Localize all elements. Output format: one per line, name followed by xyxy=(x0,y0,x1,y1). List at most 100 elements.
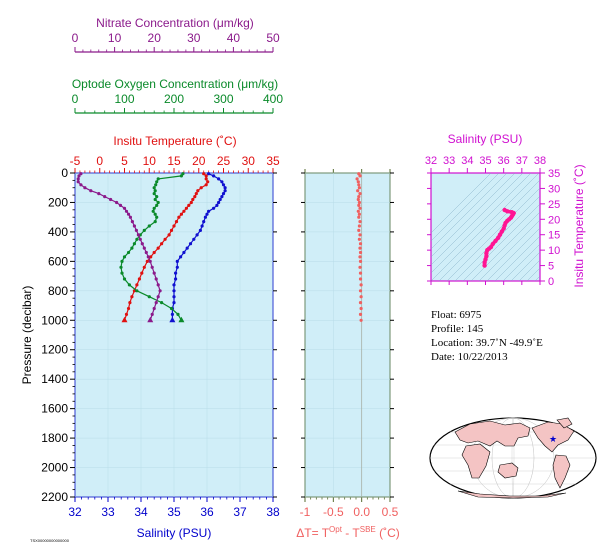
nitrate-data-point xyxy=(124,209,129,213)
temperature-data-point xyxy=(187,203,191,207)
delta-t-data-point xyxy=(359,295,363,299)
nitrate-data-point xyxy=(150,312,154,316)
float-location: Location: 39.7˚N -49.9˚E xyxy=(431,337,543,349)
delta-t-data-point xyxy=(357,200,361,205)
salinity-tick-label: 37 xyxy=(233,505,247,519)
oxygen-data-point xyxy=(122,255,127,259)
temperature-data-point xyxy=(182,209,186,213)
ts-density-contour xyxy=(462,203,540,281)
salinity-data-point xyxy=(174,277,178,281)
temperature-data-point xyxy=(199,186,203,190)
temperature-axis: Insitu Temperature (˚C) xyxy=(113,134,236,148)
temperature-profile-end-marker xyxy=(121,316,128,323)
temperature-data-point xyxy=(140,271,144,275)
oxygen-data-point xyxy=(169,306,174,311)
ts-temperature-tick-label: 10 xyxy=(548,245,560,257)
oxygen-data-point xyxy=(153,220,157,224)
nitrate-data-point xyxy=(144,250,148,255)
salinity-data-point xyxy=(205,212,209,216)
temperature-data-point xyxy=(204,174,208,178)
pressure-tick-label: 1800 xyxy=(41,431,68,445)
oxygen-data-point xyxy=(156,177,160,181)
nitrate-data-point xyxy=(109,197,113,202)
temperature-data-point xyxy=(126,306,131,311)
salinity-data-point xyxy=(215,203,219,207)
nitrate-data-point xyxy=(83,186,87,190)
nitrate-axis-title: Nitrate Concentration (μm/kg) xyxy=(96,16,254,30)
nitrate-data-point xyxy=(76,177,80,181)
salinity-tick-label: 38 xyxy=(266,505,280,519)
ts-salinity-tick-label: 38 xyxy=(534,155,546,167)
ts-salinity-tick-label: 33 xyxy=(443,155,455,167)
ts-temperature-tick-label: 35 xyxy=(548,168,560,180)
nitrate-tick-label: 20 xyxy=(148,31,162,45)
salinity-data-point xyxy=(223,189,227,193)
ts-density-contour xyxy=(494,235,540,281)
salinity-tick-label: 34 xyxy=(134,505,148,519)
pressure-axis-title: Pressure (decibar) xyxy=(20,286,34,385)
salinity-data-point xyxy=(195,233,199,237)
temperature-tick-label: 15 xyxy=(167,154,181,168)
salinity-data-point xyxy=(198,228,202,232)
temperature-data-point xyxy=(152,250,156,255)
ts-density-contour xyxy=(431,173,532,274)
ts-density-contour xyxy=(438,179,540,281)
temperature-tick-label: -5 xyxy=(70,154,81,168)
oxygen-data-point xyxy=(152,186,156,190)
delta-t-axis-title: ΔT= TOpt - TSBE (˚C) xyxy=(296,525,400,540)
oxygen-data-point xyxy=(147,295,151,299)
oxygen-data-point xyxy=(130,246,134,250)
ts-temperature-tick-label: 25 xyxy=(548,199,560,211)
oxygen-data-point xyxy=(155,203,159,207)
delta-t-data-point xyxy=(357,203,361,207)
delta-t-data-point xyxy=(357,237,361,241)
ts-temperature-tick-label: 30 xyxy=(548,183,560,195)
oxygen-data-point xyxy=(155,195,159,199)
delta-t-data-point xyxy=(358,259,363,263)
ts-density-contour xyxy=(431,173,516,258)
profile-date: Date: 10/22/2013 xyxy=(431,351,508,363)
nitrate-data-point xyxy=(79,172,83,176)
ts-data-point xyxy=(493,238,498,244)
nitrate-data-point xyxy=(126,212,131,216)
delta-t-data-point xyxy=(358,301,363,305)
delta-t-data-point xyxy=(356,209,360,213)
salinity-data-point xyxy=(202,220,206,224)
oxygen-axis-title: Optode Oxygen Concentration (μm/kg) xyxy=(72,77,278,91)
pressure-tick-label: 600 xyxy=(48,254,68,268)
nitrate-data-point xyxy=(128,215,132,219)
pressure-tick-label: 2200 xyxy=(41,490,68,504)
temperature-data-point xyxy=(179,212,183,216)
nitrate-data-point xyxy=(140,242,144,246)
delta-tick-label: -1 xyxy=(300,505,311,519)
salinity-data-point xyxy=(172,301,176,305)
nitrate-tick-label: 50 xyxy=(266,31,280,45)
landmass-south-america xyxy=(552,454,571,489)
oxygen-data-point xyxy=(153,197,157,202)
ts-density-contour xyxy=(431,173,508,250)
oxygen-data-point xyxy=(160,301,164,305)
oxygen-tick-label: 100 xyxy=(114,92,134,106)
temperature-data-point xyxy=(160,242,164,246)
landmass-north-america xyxy=(531,421,575,453)
salinity-data-point xyxy=(192,237,196,241)
temperature-tick-label: 0 xyxy=(96,154,103,168)
nitrate-tick-label: 0 xyxy=(72,31,79,45)
delta-t-data-point xyxy=(359,283,363,287)
delta-t-data-point xyxy=(357,183,361,187)
landmass-africa xyxy=(461,443,491,479)
oxygen-data-point xyxy=(152,206,156,210)
nitrate-data-point xyxy=(136,233,140,237)
nitrate-tick-label: 30 xyxy=(187,31,201,45)
temperature-data-point xyxy=(137,277,141,281)
temperature-data-point xyxy=(169,228,174,232)
nitrate-data-point xyxy=(134,228,138,232)
salinity-data-point xyxy=(182,250,186,255)
temperature-axis-title: Insitu Temperature (˚C) xyxy=(113,134,236,148)
salinity-data-point xyxy=(221,183,226,187)
map-landmasses xyxy=(454,417,575,499)
salinity-data-point xyxy=(220,180,224,184)
temperature-data-point xyxy=(194,192,198,196)
delta-t-data-point xyxy=(358,312,363,316)
